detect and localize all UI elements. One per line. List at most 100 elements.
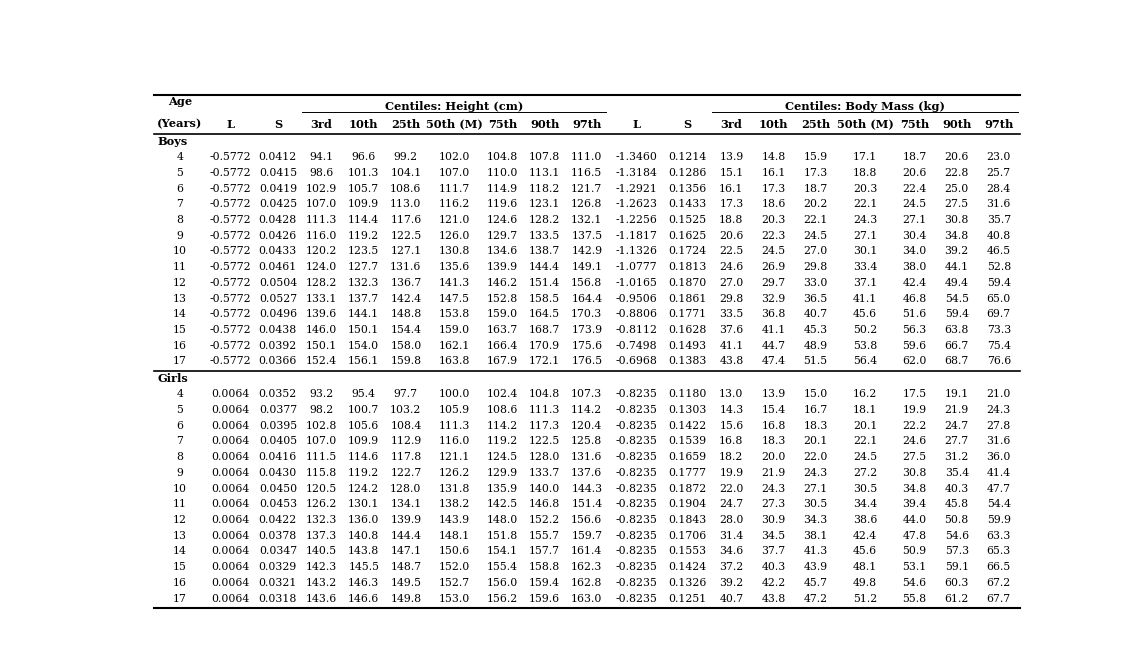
Text: 22.2: 22.2: [902, 420, 926, 431]
Text: 140.8: 140.8: [348, 531, 379, 541]
Text: 97.7: 97.7: [394, 390, 418, 399]
Text: 18.8: 18.8: [719, 215, 743, 225]
Text: -0.8235: -0.8235: [615, 499, 657, 509]
Text: -0.8235: -0.8235: [615, 484, 657, 494]
Text: 34.0: 34.0: [902, 247, 926, 257]
Text: 4: 4: [176, 152, 183, 163]
Text: 131.6: 131.6: [571, 452, 602, 462]
Text: 136.7: 136.7: [390, 278, 421, 288]
Text: -0.5772: -0.5772: [210, 325, 252, 335]
Text: 48.9: 48.9: [804, 341, 828, 351]
Text: 13.9: 13.9: [719, 152, 743, 163]
Text: 45.8: 45.8: [945, 499, 969, 509]
Text: 116.2: 116.2: [439, 199, 469, 209]
Text: 0.1872: 0.1872: [669, 484, 706, 494]
Text: 10th: 10th: [759, 118, 788, 130]
Text: 36.5: 36.5: [804, 293, 828, 303]
Text: 44.7: 44.7: [761, 341, 785, 351]
Text: 0.1861: 0.1861: [669, 293, 706, 303]
Text: 100.7: 100.7: [348, 405, 379, 415]
Text: 143.9: 143.9: [439, 515, 469, 525]
Text: 34.6: 34.6: [719, 546, 743, 557]
Text: 156.1: 156.1: [348, 357, 379, 367]
Text: -0.8235: -0.8235: [615, 436, 657, 447]
Text: 24.6: 24.6: [719, 262, 743, 272]
Text: 30.1: 30.1: [853, 247, 877, 257]
Text: -0.8806: -0.8806: [615, 309, 657, 319]
Text: 146.0: 146.0: [306, 325, 338, 335]
Text: 0.1383: 0.1383: [669, 357, 706, 367]
Text: 11: 11: [173, 499, 187, 509]
Text: 150.1: 150.1: [348, 325, 379, 335]
Text: 45.3: 45.3: [804, 325, 828, 335]
Text: 16: 16: [173, 578, 187, 588]
Text: 166.4: 166.4: [487, 341, 519, 351]
Text: -0.5772: -0.5772: [210, 215, 252, 225]
Text: 151.4: 151.4: [529, 278, 560, 288]
Text: 117.3: 117.3: [529, 420, 560, 431]
Text: 18.8: 18.8: [853, 168, 877, 178]
Text: 24.5: 24.5: [902, 199, 926, 209]
Text: 61.2: 61.2: [945, 594, 969, 603]
Text: 109.9: 109.9: [348, 436, 379, 447]
Text: 39.2: 39.2: [719, 578, 743, 588]
Text: 128.0: 128.0: [529, 452, 560, 462]
Text: 0.0416: 0.0416: [259, 452, 297, 462]
Text: 157.7: 157.7: [529, 546, 560, 557]
Text: 0.0426: 0.0426: [259, 231, 297, 241]
Text: 18.3: 18.3: [804, 420, 828, 431]
Text: 0.0405: 0.0405: [259, 436, 297, 447]
Text: 133.1: 133.1: [306, 293, 338, 303]
Text: 144.1: 144.1: [348, 309, 379, 319]
Text: 40.3: 40.3: [945, 484, 969, 494]
Text: 9: 9: [176, 468, 183, 478]
Text: 29.7: 29.7: [761, 278, 785, 288]
Text: 108.6: 108.6: [390, 184, 421, 193]
Text: 36.8: 36.8: [761, 309, 785, 319]
Text: 0.0461: 0.0461: [259, 262, 297, 272]
Text: 131.8: 131.8: [439, 484, 469, 494]
Text: 32.9: 32.9: [761, 293, 785, 303]
Text: 14: 14: [173, 309, 187, 319]
Text: 22.5: 22.5: [719, 247, 743, 257]
Text: 43.9: 43.9: [804, 562, 828, 572]
Text: 0.1422: 0.1422: [669, 420, 706, 431]
Text: 0.0392: 0.0392: [259, 341, 297, 351]
Text: 20.1: 20.1: [853, 420, 877, 431]
Text: -0.8235: -0.8235: [615, 515, 657, 525]
Text: 75th: 75th: [488, 118, 518, 130]
Text: 107.0: 107.0: [439, 168, 469, 178]
Text: 148.8: 148.8: [390, 309, 421, 319]
Text: 28.0: 28.0: [719, 515, 743, 525]
Text: 0.1659: 0.1659: [669, 452, 706, 462]
Text: 29.8: 29.8: [804, 262, 828, 272]
Text: Age: Age: [168, 96, 192, 107]
Text: 76.6: 76.6: [987, 357, 1011, 367]
Text: 46.5: 46.5: [987, 247, 1011, 257]
Text: 0.1424: 0.1424: [669, 562, 706, 572]
Text: 21.0: 21.0: [987, 390, 1011, 399]
Text: 130.1: 130.1: [348, 499, 379, 509]
Text: 18.2: 18.2: [719, 452, 743, 462]
Text: 0.0453: 0.0453: [259, 499, 297, 509]
Text: 17: 17: [173, 357, 187, 367]
Text: 163.0: 163.0: [571, 594, 602, 603]
Text: 0.1251: 0.1251: [669, 594, 706, 603]
Text: 111.7: 111.7: [439, 184, 469, 193]
Text: 10th: 10th: [349, 118, 379, 130]
Text: 123.5: 123.5: [348, 247, 379, 257]
Text: 17.5: 17.5: [902, 390, 926, 399]
Text: 152.2: 152.2: [529, 515, 560, 525]
Text: 110.0: 110.0: [487, 168, 519, 178]
Text: -0.8235: -0.8235: [615, 578, 657, 588]
Text: 114.2: 114.2: [487, 420, 519, 431]
Text: 0.1777: 0.1777: [669, 468, 706, 478]
Text: 12: 12: [173, 278, 187, 288]
Text: 161.4: 161.4: [571, 546, 602, 557]
Text: 22.1: 22.1: [853, 199, 877, 209]
Text: 105.9: 105.9: [439, 405, 469, 415]
Text: 142.4: 142.4: [390, 293, 421, 303]
Text: 0.0433: 0.0433: [259, 247, 297, 257]
Text: 0.0329: 0.0329: [259, 562, 297, 572]
Text: 133.7: 133.7: [529, 468, 560, 478]
